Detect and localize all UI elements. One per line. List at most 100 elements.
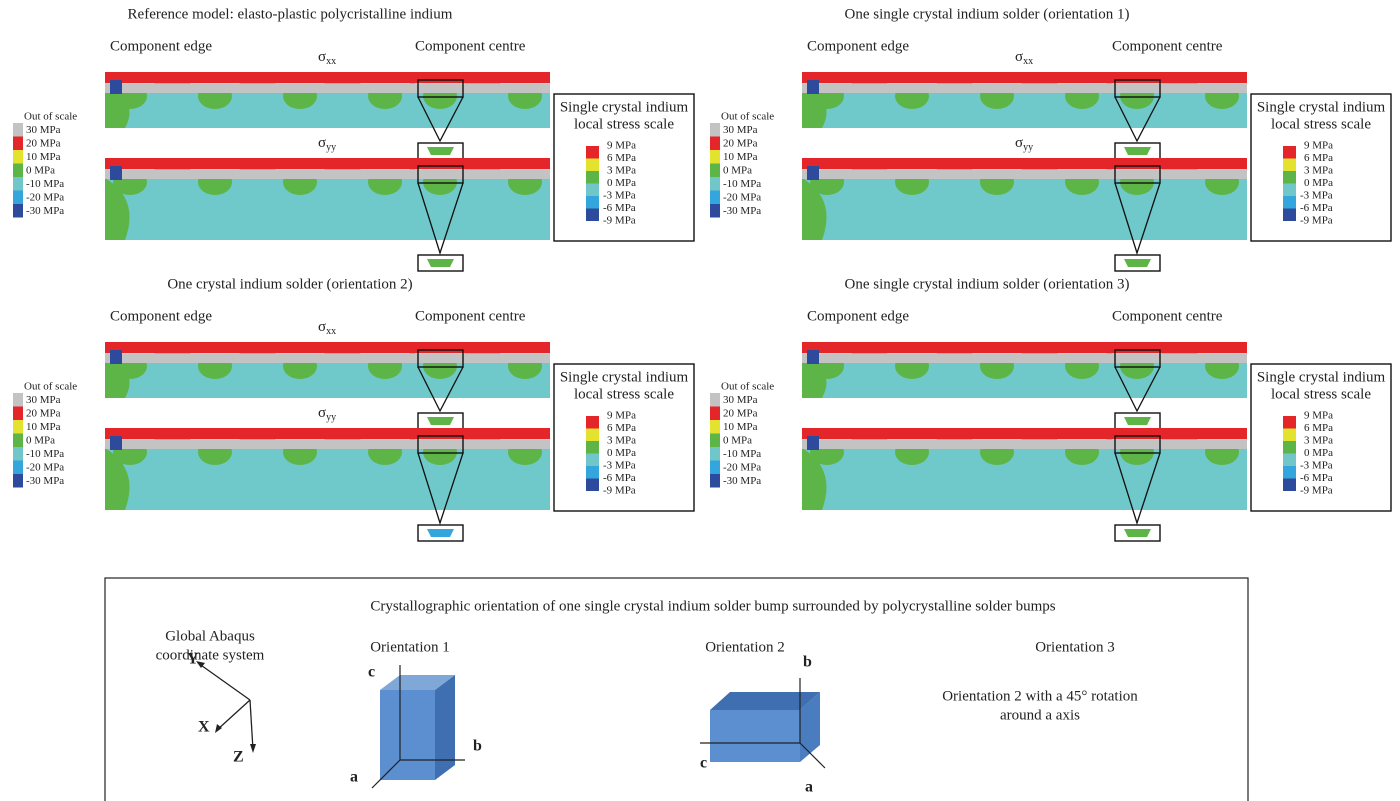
sigma-symbol: σ xyxy=(318,49,326,65)
panel-title: One single crystal indium solder (orient… xyxy=(845,6,1130,22)
local-swatch xyxy=(1283,416,1296,429)
global-scale-label: 10 MPa xyxy=(26,151,61,163)
fe-layer xyxy=(105,170,550,179)
global-swatch xyxy=(13,393,23,407)
local-scale-label: 3 MPa xyxy=(1304,435,1333,447)
edge-label: Component edge xyxy=(807,38,909,54)
local-swatch xyxy=(1283,429,1296,442)
global-swatch xyxy=(710,191,720,205)
global-swatch xyxy=(13,461,23,475)
local-swatch xyxy=(1283,159,1296,172)
local-swatch xyxy=(586,416,599,429)
global-scale-label: 30 MPa xyxy=(723,394,758,406)
crystal-axis: b xyxy=(803,654,812,671)
sigma-subscript: xx xyxy=(1023,56,1033,67)
zoom-detail xyxy=(427,529,454,537)
orientation-label: Orientation 1 xyxy=(370,639,450,655)
centre-label: Component centre xyxy=(1112,308,1223,324)
axis-label: X xyxy=(198,719,210,736)
local-scale-title: Single crystal indium xyxy=(1257,369,1386,385)
sigma-subscript: yy xyxy=(326,142,336,153)
global-swatch xyxy=(710,150,720,164)
local-scale-title: local stress scale xyxy=(1271,386,1371,402)
arrow-heads xyxy=(196,661,256,753)
fe-corner xyxy=(110,350,122,364)
fe-corner xyxy=(110,80,122,94)
fe-substrate xyxy=(105,342,550,353)
local-scale-label: -6 MPa xyxy=(603,202,636,214)
global-scale-label: -10 MPa xyxy=(723,448,761,460)
sigma-label: σyy xyxy=(318,135,336,153)
sigma-subscript: yy xyxy=(1023,142,1033,153)
sigma-label: σxx xyxy=(1015,49,1033,67)
local-swatch xyxy=(1283,466,1296,479)
local-scale-label: -3 MPa xyxy=(603,190,636,202)
fe-substrate xyxy=(105,428,550,439)
local-swatch xyxy=(586,209,599,222)
global-swatch xyxy=(710,137,720,151)
global-swatch xyxy=(13,420,23,434)
sigma-symbol: σ xyxy=(318,319,326,335)
local-scale-label: 3 MPa xyxy=(607,165,636,177)
panel: One single crystal indium solder (orient… xyxy=(710,276,1391,541)
global-swatch xyxy=(710,407,720,421)
fe-layer xyxy=(802,354,1247,363)
crystal-axis: a xyxy=(350,769,358,786)
local-scale-label: 6 MPa xyxy=(1304,152,1333,164)
local-scale-label: -6 MPa xyxy=(1300,472,1333,484)
local-scale-label: 6 MPa xyxy=(1304,422,1333,434)
global-system-label: Global Abaqus xyxy=(165,628,255,644)
global-swatch xyxy=(13,434,23,448)
local-swatch xyxy=(1283,441,1296,454)
global-scale-label: -30 MPa xyxy=(723,205,761,217)
local-swatch xyxy=(1283,196,1296,209)
zoom-detail xyxy=(1124,147,1151,155)
global-swatch xyxy=(710,474,720,488)
fe-layer xyxy=(105,354,550,363)
orientation-label: Orientation 2 xyxy=(705,639,785,655)
local-scale-label: 9 MPa xyxy=(607,140,636,152)
figure: Crystallographic orientation of one sing… xyxy=(0,0,1400,801)
local-swatch xyxy=(586,196,599,209)
fe-layer xyxy=(802,170,1247,179)
global-scale-label: 30 MPa xyxy=(26,394,61,406)
orientation-label: Orientation 3 xyxy=(1035,639,1115,655)
global-scale-label: -20 MPa xyxy=(723,192,761,204)
sigma-subscript: xx xyxy=(326,56,336,67)
global-scale-label: 0 MPa xyxy=(26,165,55,177)
global-swatch xyxy=(13,177,23,191)
local-scale-label: 6 MPa xyxy=(607,422,636,434)
local-scale-title: local stress scale xyxy=(574,116,674,132)
global-scale-label: -20 MPa xyxy=(26,462,64,474)
fe-corner xyxy=(807,166,819,180)
global-scale-label: Out of scale xyxy=(721,381,774,393)
global-swatch xyxy=(710,393,720,407)
centre-label: Component centre xyxy=(415,308,526,324)
panel-title: One single crystal indium solder (orient… xyxy=(845,276,1130,292)
fe-corner xyxy=(110,436,122,450)
local-swatch xyxy=(586,479,599,492)
global-scale-label: 10 MPa xyxy=(723,151,758,163)
crystal-axis: c xyxy=(700,755,707,772)
global-scale-label: -30 MPa xyxy=(26,475,64,487)
sigma-subscript: yy xyxy=(326,412,336,423)
global-scale-label: -10 MPa xyxy=(26,178,64,190)
crystal-1 xyxy=(372,665,465,788)
global-swatch xyxy=(13,150,23,164)
global-scale-label: -10 MPa xyxy=(723,178,761,190)
local-swatch xyxy=(586,429,599,442)
local-swatch xyxy=(1283,479,1296,492)
panel: Reference model: elasto-plastic polycris… xyxy=(13,6,694,271)
sigma-symbol: σ xyxy=(318,135,326,151)
zoom-detail xyxy=(427,417,454,425)
local-scale-title: local stress scale xyxy=(1271,116,1371,132)
zoom-detail xyxy=(1124,417,1151,425)
fe-corner xyxy=(807,436,819,450)
global-scale-label: 30 MPa xyxy=(26,124,61,136)
global-scale-label: -10 MPa xyxy=(26,448,64,460)
local-scale-label: -3 MPa xyxy=(1300,190,1333,202)
fe-layer xyxy=(105,84,550,93)
local-scale-title: Single crystal indium xyxy=(560,99,689,115)
local-scale-label: -6 MPa xyxy=(1300,202,1333,214)
local-swatch xyxy=(1283,184,1296,197)
